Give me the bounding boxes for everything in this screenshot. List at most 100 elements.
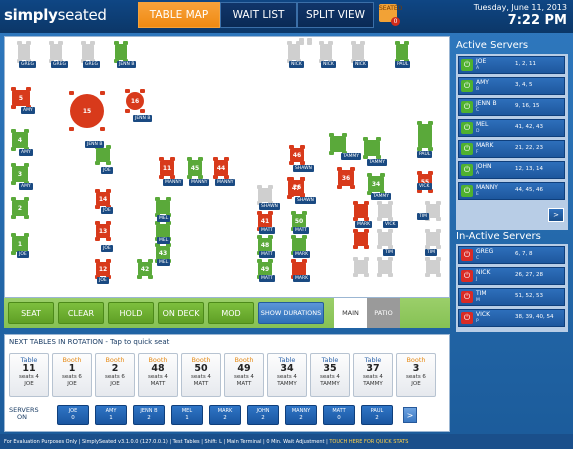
- power-icon[interactable]: ⏻: [461, 185, 473, 197]
- show-durations-button[interactable]: SHOW DURATIONS: [258, 302, 324, 324]
- floor-table[interactable]: [79, 41, 97, 63]
- tab-wait-list[interactable]: WAIT LIST: [220, 2, 297, 28]
- floor-table[interactable]: [375, 257, 395, 277]
- floor-table[interactable]: [255, 185, 275, 205]
- floor-table[interactable]: [361, 137, 383, 159]
- floor-table[interactable]: [351, 257, 371, 277]
- power-icon[interactable]: ⏻: [461, 101, 473, 113]
- server-row[interactable]: ⏻ JOE A 1, 2, 11: [458, 56, 565, 74]
- power-icon[interactable]: ⏻: [461, 291, 473, 303]
- rotation-card[interactable]: Booth 2 seats 6 JOE: [95, 353, 135, 397]
- tab-patio-room[interactable]: PATIO: [367, 298, 400, 328]
- server-on-chip[interactable]: MARK 2: [209, 405, 241, 425]
- floor-table[interactable]: [415, 121, 435, 151]
- floor-table[interactable]: 13: [93, 221, 113, 241]
- hold-button[interactable]: HOLD: [108, 302, 154, 324]
- server-row[interactable]: ⏻ JENN B C 9, 16, 15: [458, 98, 565, 116]
- server-row[interactable]: ⏻ MEL D 41, 42, 43: [458, 119, 565, 137]
- clear-button[interactable]: CLEAR: [58, 302, 104, 324]
- server-on-chip[interactable]: PAUL 2: [361, 405, 393, 425]
- server-row[interactable]: ⏻ MARK F 21, 22, 23: [458, 140, 565, 158]
- rotation-card[interactable]: Table 37 seats 4 TAMMY: [353, 353, 393, 397]
- server-row[interactable]: ⏻ VICK P 38, 39, 40, 54: [458, 309, 565, 327]
- rotation-card[interactable]: Table 11 seats 4 JOE: [9, 353, 49, 397]
- floor-table[interactable]: [15, 41, 33, 63]
- server-row[interactable]: ⏻ JOHN A 12, 13, 14: [458, 161, 565, 179]
- power-icon[interactable]: ⏻: [461, 312, 473, 324]
- mod-button[interactable]: MOD: [208, 302, 254, 324]
- floor-table[interactable]: [327, 133, 349, 155]
- active-servers-more-button[interactable]: >: [548, 208, 564, 222]
- rotation-panel: NEXT TABLES IN ROTATION - Tap to quick s…: [4, 334, 450, 432]
- rotation-card[interactable]: Table 34 seats 4 TAMMY: [267, 353, 307, 397]
- floor-table[interactable]: 42: [135, 259, 155, 279]
- floor-table[interactable]: [47, 41, 65, 63]
- floor-table[interactable]: [423, 229, 443, 249]
- rotation-card[interactable]: Booth 49 seats 4 MATT: [224, 353, 264, 397]
- floor-table[interactable]: 16: [123, 89, 147, 113]
- floor-table[interactable]: [349, 41, 367, 63]
- floor-table[interactable]: [153, 197, 173, 217]
- rotation-card[interactable]: Booth 1 seats 6 JOE: [52, 353, 92, 397]
- rotation-card[interactable]: Table 35 seats 4 TAMMY: [310, 353, 350, 397]
- server-row[interactable]: ⏻ AMY B 3, 4, 5: [458, 77, 565, 95]
- server-row[interactable]: ⏻ TIM M 51, 52, 53: [458, 288, 565, 306]
- server-initial: C: [476, 108, 480, 113]
- server-name: TIM: [476, 290, 487, 297]
- floor-table[interactable]: [112, 41, 130, 63]
- floor-table[interactable]: [375, 229, 395, 249]
- on-deck-button[interactable]: ON DECK: [158, 302, 204, 324]
- server-row[interactable]: ⏻ GREG C 6, 7, 8: [458, 246, 565, 264]
- rotation-card[interactable]: Booth 48 seats 4 MATT: [138, 353, 178, 397]
- floor-table[interactable]: 14: [93, 189, 113, 209]
- floor-table[interactable]: [317, 41, 335, 63]
- power-icon[interactable]: ⏻: [461, 143, 473, 155]
- tab-main-room[interactable]: MAIN: [334, 298, 367, 328]
- seat-button[interactable]: SEAT: [8, 302, 54, 324]
- server-on-chip[interactable]: JOHN 2: [247, 405, 279, 425]
- power-icon[interactable]: ⏻: [461, 164, 473, 176]
- floor-table[interactable]: [351, 201, 371, 221]
- power-icon[interactable]: ⏻: [461, 80, 473, 92]
- floor-table[interactable]: 15: [67, 91, 107, 131]
- floor-table[interactable]: [423, 257, 443, 277]
- quick-stats-link[interactable]: TOUCH HERE FOR QUICK STATS: [329, 439, 409, 445]
- floor-table[interactable]: 2: [9, 197, 31, 219]
- server-on-chip[interactable]: MANNY 2: [285, 405, 317, 425]
- floor-table[interactable]: [93, 145, 113, 165]
- floor-table[interactable]: [375, 201, 395, 221]
- server-on-chip[interactable]: MEL 1: [171, 405, 203, 425]
- power-icon[interactable]: ⏻: [461, 122, 473, 134]
- floor-table[interactable]: [351, 229, 371, 249]
- server-on-chip[interactable]: MATT 0: [323, 405, 355, 425]
- floor-table[interactable]: 44: [211, 157, 231, 179]
- power-icon[interactable]: ⏻: [461, 249, 473, 261]
- server-row[interactable]: ⏻ NICK J 26, 27, 28: [458, 267, 565, 285]
- floor-table[interactable]: 36: [335, 167, 357, 189]
- tab-table-map[interactable]: TABLE MAP: [138, 2, 220, 28]
- floor-table[interactable]: 34: [365, 173, 387, 195]
- server-on-chip[interactable]: AMY 1: [95, 405, 127, 425]
- tab-split-view[interactable]: SPLIT VIEW: [297, 2, 374, 28]
- floor-table[interactable]: 4: [9, 129, 31, 151]
- floor-table[interactable]: 3: [9, 163, 31, 185]
- server-row[interactable]: ⏻ MANNY E 44, 45, 46: [458, 182, 565, 200]
- servers-next-button[interactable]: >: [403, 407, 417, 423]
- floor-table[interactable]: 12: [93, 259, 113, 279]
- floor-table[interactable]: 47: [285, 177, 307, 199]
- power-icon[interactable]: ⏻: [461, 59, 473, 71]
- floor-table[interactable]: 45: [185, 157, 205, 179]
- floor-table[interactable]: [299, 38, 312, 45]
- floor-table[interactable]: 5: [9, 87, 33, 109]
- floor-table[interactable]: 46: [287, 145, 307, 165]
- floor-map[interactable]: 5 15 16 4 3 2 1 14 13 12 11 45 44 46 26 36 34 55 47 43 42 41 4…: [4, 36, 450, 298]
- server-on-chip[interactable]: JOE 0: [57, 405, 89, 425]
- floor-table[interactable]: 11: [157, 157, 177, 179]
- floor-table[interactable]: [393, 41, 411, 63]
- table-server-tag: AMY: [21, 107, 35, 114]
- rotation-card[interactable]: Booth 3 seats 6 JOE: [396, 353, 436, 397]
- seated-notification-icon[interactable]: SEATED 0: [379, 4, 402, 26]
- power-icon[interactable]: ⏻: [461, 270, 473, 282]
- rotation-card[interactable]: Booth 50 seats 4 MATT: [181, 353, 221, 397]
